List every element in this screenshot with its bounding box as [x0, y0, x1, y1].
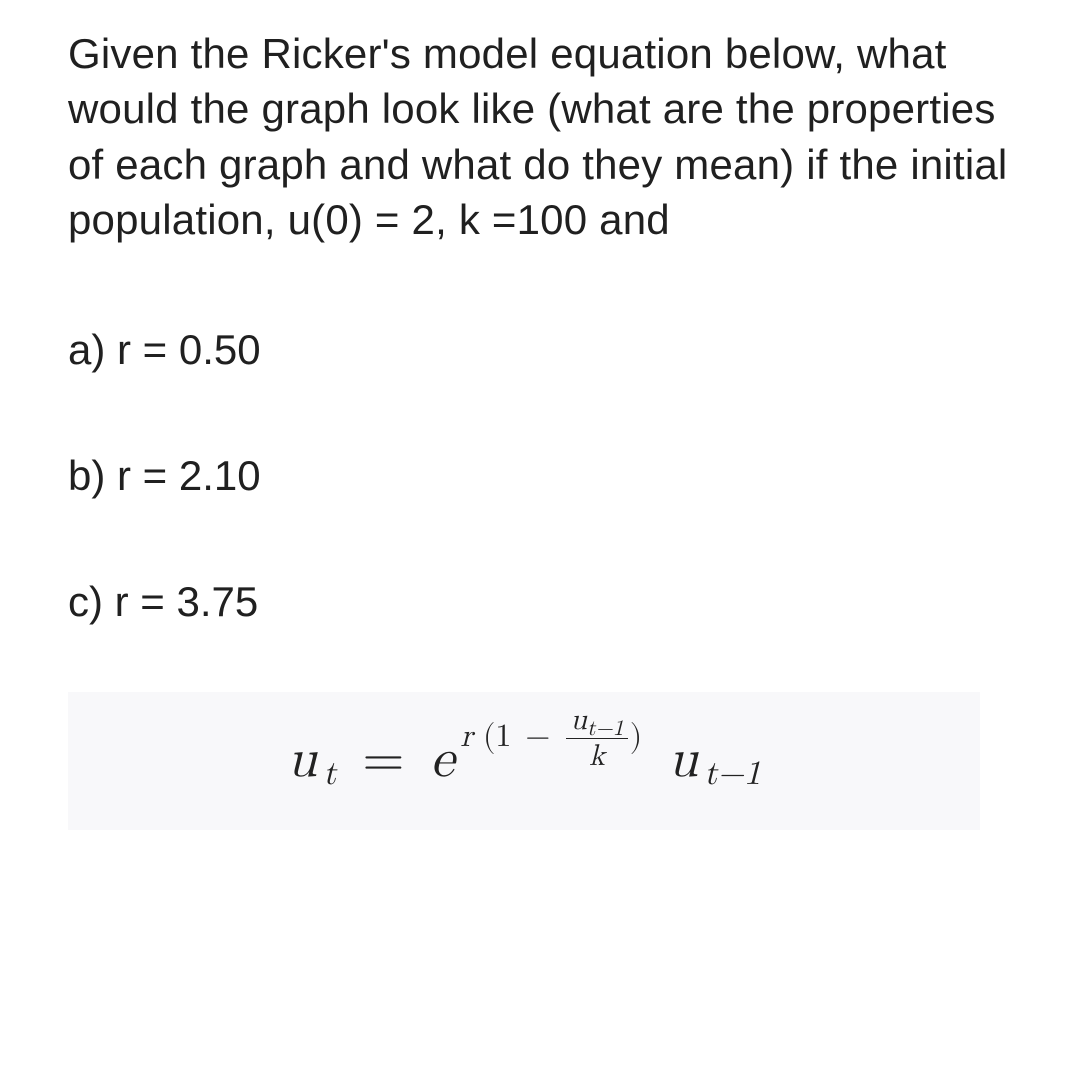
eq-base: e: [430, 728, 454, 793]
option-c: c) r = 3.75: [68, 578, 1012, 626]
eq-exp-close: ): [630, 718, 642, 756]
eq-rhs-var: u: [668, 728, 698, 793]
equation: ut = e r (1 − ut−1 k: [287, 727, 761, 795]
eq-frac-num-var: u: [570, 705, 587, 735]
eq-exp-open: (1: [483, 718, 511, 756]
eq-exp-minus: −: [525, 718, 550, 756]
eq-frac-num-sub: t−1: [587, 718, 624, 740]
equation-block: ut = e r (1 − ut−1 k: [68, 692, 980, 830]
option-a: a) r = 0.50: [68, 326, 1012, 374]
eq-lhs-sub: t: [323, 754, 336, 795]
eq-rhs-sub: t−1: [704, 754, 761, 795]
eq-lhs-var: u: [287, 728, 317, 793]
eq-fraction: ut−1 k: [566, 705, 627, 773]
eq-equals: =: [362, 728, 404, 793]
eq-frac-den: k: [585, 741, 609, 773]
question-text: Given the Ricker's model equation below,…: [68, 26, 1012, 248]
eq-exponent: r (1 − ut−1 k ): [460, 703, 642, 771]
option-b: b) r = 2.10: [68, 452, 1012, 500]
document-page: Given the Ricker's model equation below,…: [0, 0, 1080, 1077]
eq-exp-r: r: [460, 718, 473, 756]
